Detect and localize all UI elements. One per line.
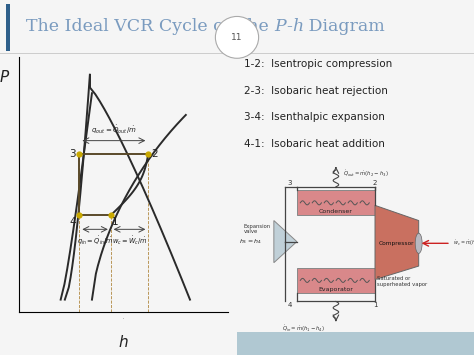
Polygon shape [274, 220, 297, 263]
Text: The Ideal VCR Cycle on the: The Ideal VCR Cycle on the [26, 18, 274, 35]
Text: Diagram: Diagram [303, 18, 385, 35]
Text: Saturated or
superheated vapor: Saturated or superheated vapor [377, 276, 428, 287]
Text: $\dot{w}_c=\dot{m}(h_2-h_1)$: $\dot{w}_c=\dot{m}(h_2-h_1)$ [453, 239, 474, 248]
Text: $w_c=\dot{W}_c/\dot{m}$: $w_c=\dot{W}_c/\dot{m}$ [111, 234, 147, 247]
Text: 1: 1 [112, 217, 118, 228]
Text: 3-4:  Isenthalpic expansion: 3-4: Isenthalpic expansion [244, 112, 385, 122]
Text: h: h [292, 18, 303, 35]
Bar [6, 4, 10, 51]
Text: 3: 3 [288, 180, 292, 186]
Text: 1: 1 [373, 302, 377, 308]
Text: Condenser: Condenser [319, 209, 353, 214]
Text: Expansion
valve: Expansion valve [244, 224, 271, 234]
Text: $q_{in}=\dot{Q}_{in}/\dot{m}$: $q_{in}=\dot{Q}_{in}/\dot{m}$ [77, 234, 113, 247]
Text: Evaporator: Evaporator [319, 287, 353, 292]
Text: 2: 2 [151, 149, 157, 159]
Text: 2-3:  Isobaric heat rejection: 2-3: Isobaric heat rejection [244, 86, 388, 95]
Text: h: h [118, 335, 128, 350]
Text: 1-2:  Isentropic compression: 1-2: Isentropic compression [244, 59, 392, 69]
Text: $\dot{Q}_{in}=\dot{m}(h_1-h_4)$: $\dot{Q}_{in}=\dot{m}(h_1-h_4)$ [282, 323, 325, 334]
Bar [297, 190, 375, 215]
Text: 4-1:  Isobaric heat addition: 4-1: Isobaric heat addition [244, 139, 385, 149]
Bar [297, 268, 375, 293]
Text: $h_3=h_4$: $h_3=h_4$ [239, 237, 263, 246]
Text: 4: 4 [288, 302, 292, 308]
Text: P: P [274, 18, 286, 35]
Bar [237, 332, 474, 355]
Text: 2: 2 [373, 180, 377, 186]
Text: $\dot{Q}_{out}=\dot{m}(h_2-h_3)$: $\dot{Q}_{out}=\dot{m}(h_2-h_3)$ [343, 168, 389, 179]
Circle shape [215, 16, 259, 58]
Text: Compressor: Compressor [379, 241, 415, 246]
Text: 11: 11 [231, 33, 243, 42]
Text: 4: 4 [70, 217, 76, 228]
Text: P: P [0, 70, 9, 84]
Polygon shape [375, 205, 419, 280]
Text: 3: 3 [70, 149, 76, 159]
X-axis label: 1: 1 [123, 318, 124, 319]
Text: -: - [286, 18, 292, 35]
Ellipse shape [415, 233, 422, 253]
Text: $q_{out}=\dot{Q}_{out}/\dot{m}$: $q_{out}=\dot{Q}_{out}/\dot{m}$ [91, 123, 137, 136]
